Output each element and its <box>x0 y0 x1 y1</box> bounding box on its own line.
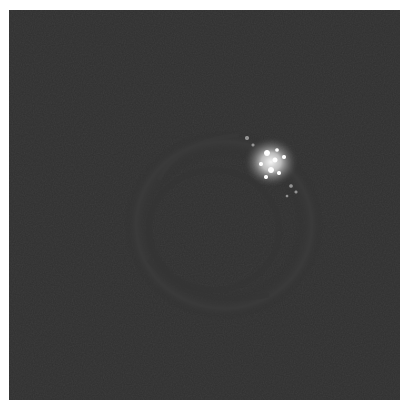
faint-arc-lower <box>147 258 270 301</box>
image-panel <box>9 10 400 400</box>
highlight-speckles <box>259 148 286 179</box>
faint-ring-inner <box>146 167 282 293</box>
highlight-glow <box>243 136 299 188</box>
faint-arc <box>157 133 240 181</box>
photo-canvas <box>9 10 400 400</box>
highlight-fringe <box>245 136 298 198</box>
